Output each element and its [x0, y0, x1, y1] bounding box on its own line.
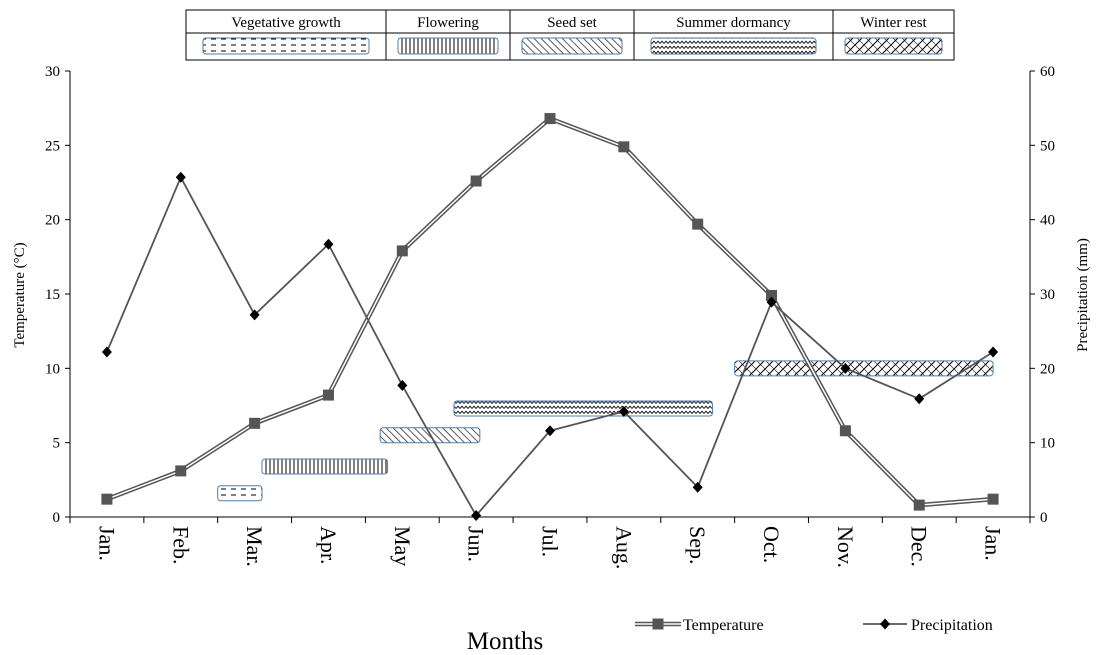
precipitation-point: [323, 238, 334, 250]
axes: Jan. Feb. Mar. Apr. May Jun. Jul. Aug. Sep. Oct. N…: [45, 64, 1055, 569]
precipitation-point: [766, 296, 777, 308]
x-tick-label: May: [390, 526, 415, 566]
left-y-axis-title: Temperature (°C): [12, 242, 28, 347]
precipitation-point: [692, 481, 703, 493]
precipitation-point: [471, 510, 482, 522]
x-tick-label: Aug.: [611, 526, 636, 569]
right-y-tick-label: 30: [1040, 287, 1055, 303]
temperature-point: [470, 175, 482, 187]
temperature-point: [839, 425, 851, 437]
x-tick-label: Oct.: [759, 526, 784, 563]
series-markers: [101, 113, 999, 522]
precipitation-point: [175, 171, 186, 183]
x-tick-label: Sep.: [685, 526, 710, 565]
temperature-point: [987, 493, 999, 505]
temperature-point: [175, 465, 187, 477]
series-lines: [106, 116, 994, 517]
x-tick-label: Jan.: [94, 526, 119, 561]
temperature-line-outer: [106, 116, 994, 508]
phase-legend: Vegetative growth Flowering Seed set Summer…: [185, 9, 955, 61]
right-y-tick-label: 40: [1040, 213, 1055, 229]
temperature-point: [692, 218, 704, 230]
x-axis-title: Months: [467, 628, 543, 655]
left-y-tick-label: 20: [45, 213, 60, 229]
precipitation-point: [101, 346, 112, 358]
precipitation-point: [249, 309, 260, 321]
phase-legend-swatch-seed-set: [521, 37, 623, 55]
phase-legend-swatch-winter-rest: [844, 37, 943, 55]
phase-legend-label-winter-rest: Winter rest: [860, 15, 927, 31]
precipitation-point: [914, 393, 925, 405]
x-tick-label: Jun.: [464, 526, 489, 562]
left-y-tick-label: 0: [53, 510, 61, 526]
left-y-tick-label: 30: [45, 64, 60, 80]
x-tick-label: Apr.: [316, 526, 341, 565]
x-tick-label: Nov.: [833, 526, 858, 568]
precipitation-point: [618, 405, 629, 417]
phase-legend-swatch-summer-dormancy: [650, 37, 817, 55]
left-y-tick-label: 25: [45, 138, 60, 154]
x-tick-label: Mar.: [242, 526, 267, 567]
legend-precipitation-marker: [880, 618, 890, 630]
temperature-point: [766, 289, 778, 301]
phase-bar-summer-dormancy: [453, 400, 713, 417]
temperature-point: [913, 499, 925, 511]
precipitation-point: [988, 346, 999, 358]
phase-legend-swatch-vegetative-growth: [202, 37, 370, 55]
x-tick-label: Dec.: [907, 526, 932, 567]
phase-legend-label-vegetative-growth: Vegetative growth: [231, 15, 341, 31]
left-y-tick-label: 5: [53, 436, 61, 452]
right-y-tick-label: 0: [1040, 510, 1048, 526]
legend-precipitation-label: Precipitation: [911, 617, 993, 634]
phase-legend-label-seed-set: Seed set: [547, 15, 597, 31]
phase-bar-winter-rest: [734, 360, 994, 377]
right-y-tick-label: 10: [1040, 436, 1055, 452]
precipitation-point: [840, 362, 851, 374]
phase-legend-label-flowering: Flowering: [417, 15, 479, 31]
temperature-point: [618, 141, 630, 153]
phase-bar-vegetative-growth: [217, 485, 263, 502]
phase-bar-flowering: [261, 458, 389, 475]
x-tick-label: Jul.: [538, 526, 563, 557]
temperature-point: [322, 389, 334, 401]
right-y-tick-label: 60: [1040, 64, 1055, 80]
x-tick-label: Feb.: [168, 526, 193, 565]
temperature-point: [396, 245, 408, 257]
precipitation-point: [545, 425, 555, 437]
phase-legend-label-summer-dormancy: Summer dormancy: [676, 15, 791, 31]
temperature-point: [544, 113, 556, 125]
precipitation-line: [106, 176, 994, 517]
legend-temperature-label: Temperature: [683, 617, 764, 634]
phase-bars: [217, 360, 994, 502]
left-y-tick-label: 10: [45, 361, 60, 377]
left-y-tick-label: 15: [45, 287, 60, 303]
right-y-tick-label: 20: [1040, 361, 1055, 377]
phase-legend-swatch-flowering: [397, 37, 499, 55]
right-y-axis-title: Precipitation (mm): [1075, 238, 1091, 352]
precipitation-point: [397, 379, 408, 391]
legend-temperature-marker: [652, 618, 664, 630]
x-tick-label: Jan.: [981, 526, 1006, 561]
temperature-point: [249, 417, 261, 429]
series-legend: Temperature Precipitation: [635, 617, 993, 634]
temperature-point: [101, 493, 113, 505]
right-y-tick-label: 50: [1040, 138, 1055, 154]
